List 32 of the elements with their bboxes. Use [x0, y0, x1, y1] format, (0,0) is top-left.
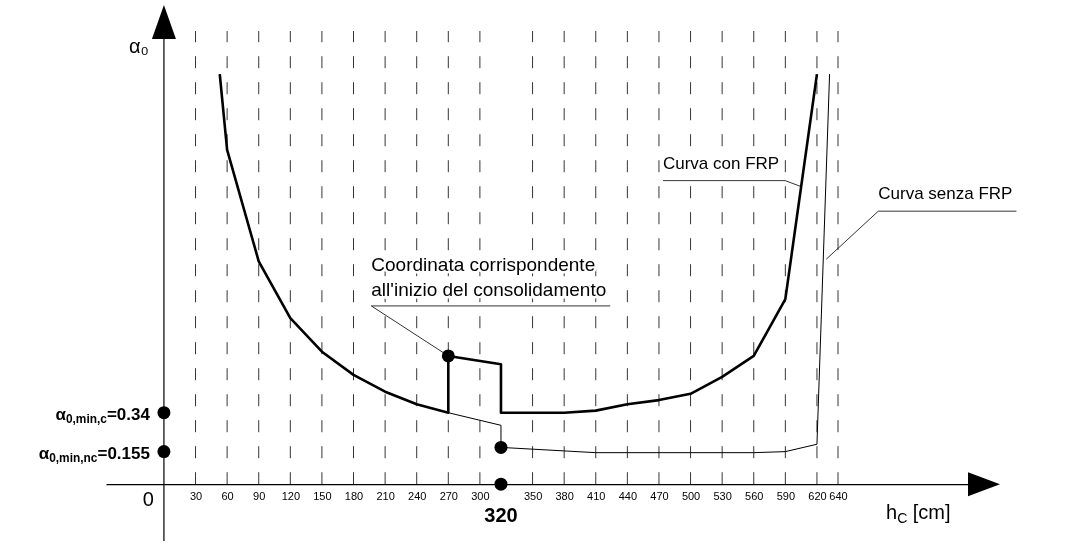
- x-tick-label: 180: [344, 490, 364, 503]
- y-axis-title: α₀: [128, 35, 149, 57]
- x-tick-label: 60: [221, 490, 234, 503]
- x-tick-label: 560: [745, 490, 764, 503]
- x-tick-label: 150: [313, 490, 332, 503]
- x-tick-label: 470: [650, 490, 669, 503]
- y-tick-label: 0.155: [107, 443, 150, 463]
- x-tick-label: 590: [776, 490, 796, 503]
- text: Curva senza FRP: [878, 184, 1013, 204]
- annotation: α$_{0,min,c}$=: [55, 404, 117, 426]
- x-tick-label: 210: [376, 490, 395, 503]
- x-tick-label: 410: [587, 490, 606, 503]
- x-tick-label: 120: [281, 490, 300, 503]
- annotation: 0: [142, 488, 154, 511]
- x-tick-label: 30: [189, 490, 203, 503]
- annotation: α$_{0,min,nc}$=: [38, 443, 108, 465]
- x-tick-label: 90: [253, 490, 266, 503]
- x-tick-label: 240: [408, 490, 427, 503]
- annotation: Coordinata corrispondente all'inizio del consolidamento: [371, 253, 607, 300]
- series-label: Curva con FRP: [662, 153, 780, 173]
- x-tick-label: 500: [681, 490, 701, 503]
- x-axis-title: h$_{C}$ [cm]: [886, 501, 951, 526]
- annotation: 320: [484, 504, 518, 527]
- x-tick-label: 530: [713, 490, 732, 503]
- x-tick-label: 350: [523, 490, 543, 503]
- x-tick-label: 640: [829, 490, 848, 503]
- x-tick-label: 270: [439, 490, 458, 503]
- x-tick-label: 380: [555, 490, 574, 503]
- x-tick-label: 300: [471, 490, 490, 503]
- x-tick-label: 440: [618, 490, 638, 503]
- x-tick-label: 620: [808, 490, 827, 503]
- y-tick-label: 0.34: [116, 404, 151, 424]
